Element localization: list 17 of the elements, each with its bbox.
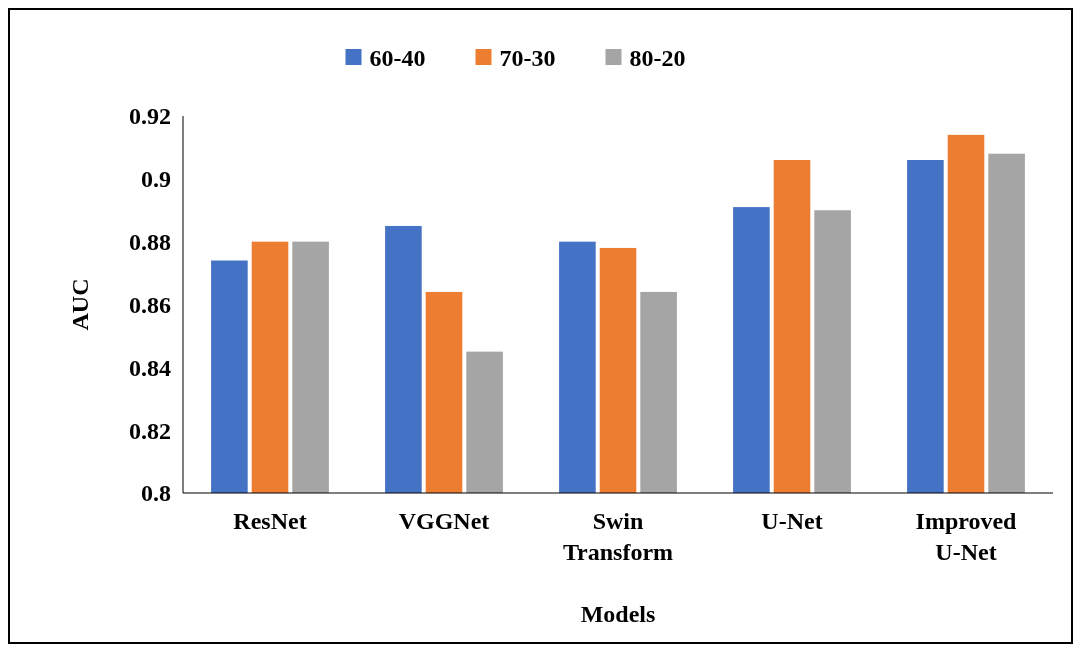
x-axis-title: Models xyxy=(580,601,656,627)
y-tick-label: 0.9 xyxy=(141,166,171,193)
y-tick-label: 0.86 xyxy=(129,291,171,318)
y-tick-label: 0.8 xyxy=(141,480,171,507)
legend-label: 60-40 xyxy=(369,45,426,72)
x-tick-label: Improved U-Net xyxy=(915,508,1018,565)
x-tick-label: Swin Transform xyxy=(562,508,674,565)
y-axis-title: AUC xyxy=(67,278,93,331)
x-tick-label: ResNet xyxy=(233,508,307,534)
y-tick-label: 0.88 xyxy=(129,229,171,256)
x-tick-label: U-Net xyxy=(761,508,823,534)
legend-label: 70-30 xyxy=(499,45,556,72)
legend-label: 80-20 xyxy=(629,45,686,72)
y-tick-label: 0.82 xyxy=(129,417,171,444)
y-tick-label: 0.92 xyxy=(129,103,171,130)
y-tick-label: 0.84 xyxy=(129,354,171,381)
x-tick-label: VGGNet xyxy=(398,508,490,534)
